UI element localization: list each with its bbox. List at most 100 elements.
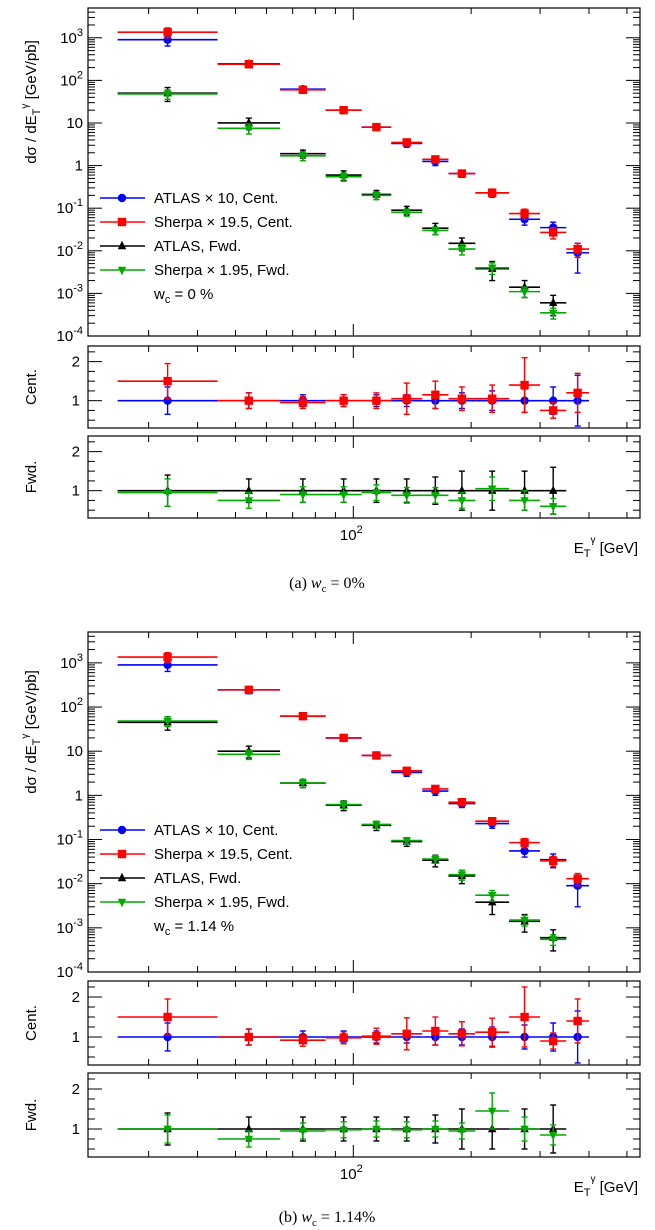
data-point [217, 1028, 281, 1046]
data-point [540, 855, 567, 867]
y-tick-label: 1 [72, 1121, 80, 1138]
marker [573, 388, 582, 398]
data-point [217, 491, 281, 509]
y-tick-label: 10-4 [57, 961, 83, 981]
marker [339, 801, 348, 810]
marker [244, 59, 254, 69]
legend-entry: ATLAS, Fwd. [100, 870, 241, 887]
data-point [422, 784, 449, 794]
legend: ATLAS × 10, Cent. Sherpa × 19.5, Cent. ATL… [100, 190, 293, 306]
data-point [509, 286, 541, 299]
marker [457, 1029, 467, 1038]
marker [298, 1036, 308, 1045]
marker [163, 1125, 172, 1135]
caption: (a) wc = 0% [289, 575, 365, 595]
data-point [448, 1122, 476, 1140]
legend-label: Sherpa × 1.95, Fwd. [154, 262, 290, 279]
legend-marker [117, 849, 127, 859]
data-point [361, 484, 392, 502]
marker [520, 209, 529, 218]
series-3 [117, 716, 567, 947]
marker [163, 1012, 172, 1022]
marker [298, 491, 308, 500]
data-point [422, 1016, 449, 1046]
legend-label: ATLAS, Fwd. [154, 870, 241, 887]
legend-marker [117, 193, 127, 203]
chart-a: 10-4 10-3 10-2 10-1 1 10 102 103 ATLAS × 10, Cen… [20, 7, 641, 595]
data-point [540, 1124, 567, 1146]
y-axis-title: dσ / dETγ [GeV/pb] [20, 670, 43, 794]
data-point [325, 800, 362, 810]
marker [298, 85, 308, 95]
legend-entry: ATLAS × 10, Cent. [100, 190, 278, 207]
y-tick-label: 10-2 [57, 240, 83, 260]
data-point [475, 188, 510, 199]
data-point [391, 208, 423, 218]
marker [372, 489, 381, 498]
data-point [422, 380, 449, 410]
data-point [117, 716, 218, 728]
y-tick-label: 10-2 [57, 873, 83, 893]
data-point [391, 138, 423, 147]
ratio-frame [87, 435, 641, 519]
data-point [566, 872, 589, 887]
marker [573, 1016, 582, 1026]
legend-label: Sherpa × 1.95, Fwd. [154, 894, 290, 911]
marker [488, 816, 497, 826]
ratio-frame [87, 1072, 641, 1158]
marker [520, 838, 529, 847]
marker [457, 1127, 467, 1137]
marker [457, 497, 467, 506]
marker [339, 105, 348, 115]
wc-label: wc = 1.14 % [153, 918, 234, 938]
series-1 [117, 357, 589, 419]
data-point [325, 1031, 362, 1045]
data-point [448, 169, 476, 179]
marker [244, 125, 254, 134]
marker [298, 711, 308, 721]
chart-b: 10-4 10-3 10-2 10-1 1 10 102 103 ATLAS × 10, Cen… [20, 631, 641, 1229]
marker [372, 396, 381, 405]
data-point [217, 123, 281, 135]
ratio-panel-fwd: 1 2 102 Fwd. [23, 435, 641, 544]
marker [548, 309, 558, 319]
y-tick-label: 2 [72, 354, 80, 371]
data-point [475, 384, 510, 414]
data-point [280, 486, 326, 504]
y-tick-label: 10 [66, 115, 83, 132]
data-point [325, 394, 362, 408]
marker [339, 1126, 348, 1135]
marker [372, 1032, 381, 1041]
data-point [361, 820, 392, 830]
data-point [117, 478, 218, 507]
marker [372, 1125, 381, 1135]
ratio-panel-fwd: 1 2 102 Fwd. [23, 1072, 641, 1183]
marker [339, 733, 348, 743]
data-point [475, 476, 510, 502]
marker [339, 396, 348, 405]
data-point [117, 1114, 218, 1144]
series-1 [117, 1092, 567, 1148]
data-point [422, 155, 449, 164]
legend-marker [117, 898, 127, 908]
marker [431, 390, 440, 400]
marker [520, 1125, 529, 1135]
y-tick-label: 10-3 [57, 282, 83, 302]
x-axis-title: ETγ [GeV] [574, 1174, 638, 1199]
data-point [448, 470, 476, 511]
caption: (b) wc = 1.14% [279, 1209, 376, 1229]
y-tick-label: 1 [72, 393, 80, 410]
data-point [361, 1120, 392, 1138]
ratio-panel-cent: 1 2 Cent. [23, 345, 641, 429]
y-tick-label: 10-3 [57, 917, 83, 937]
marker [573, 874, 582, 883]
legend-label: ATLAS × 10, Cent. [154, 822, 278, 839]
data-point [361, 392, 392, 410]
ratio-label: Fwd. [23, 461, 40, 494]
series-1 [117, 27, 589, 259]
marker [573, 244, 582, 254]
marker [548, 1131, 558, 1141]
data-point [391, 382, 423, 416]
marker [548, 228, 558, 237]
